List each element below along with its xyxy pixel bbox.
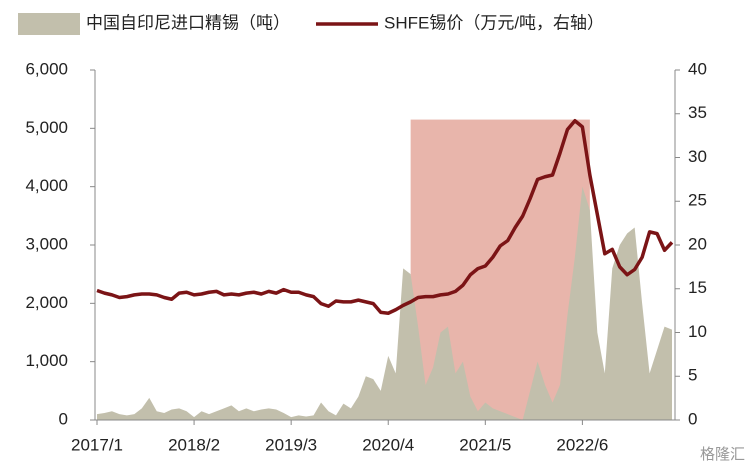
y-tick-label: 0: [59, 409, 68, 428]
y2-tick-label: 35: [688, 103, 707, 122]
y-tick-label: 2,000: [25, 293, 68, 312]
legend-label: SHFE锡价（万元/吨，右轴）: [384, 13, 604, 32]
watermark: 格隆汇: [700, 446, 745, 463]
x-tick-label: 2018/2: [168, 435, 220, 454]
y2-tick-label: 5: [688, 366, 697, 385]
y2-tick-label: 20: [688, 234, 707, 253]
y2-tick-label: 40: [688, 59, 707, 78]
x-tick-label: 2019/3: [265, 435, 317, 454]
y2-tick-label: 10: [688, 322, 707, 341]
y2-tick-label: 25: [688, 191, 707, 210]
area: [97, 186, 672, 420]
line: [96, 119, 674, 315]
x-tick-label: 2017/1: [71, 435, 123, 454]
legend-swatch: [18, 13, 80, 35]
y-tick-label: 4,000: [25, 176, 68, 195]
y2-tick-label: 30: [688, 147, 707, 166]
x-tick-label: 2020/4: [362, 435, 414, 454]
x-tick-label: 2021/5: [459, 435, 511, 454]
x-tick-label: 2022/6: [556, 435, 608, 454]
y-tick-label: 1,000: [25, 351, 68, 370]
y2-tick-label: 15: [688, 278, 707, 297]
legend-label: 中国自印尼进口精锡（吨）: [86, 13, 290, 32]
y2-tick-label: 0: [688, 409, 697, 428]
y-tick-label: 6,000: [25, 59, 68, 78]
y-tick-label: 5,000: [25, 118, 68, 137]
y-tick-label: 3,000: [25, 234, 68, 253]
